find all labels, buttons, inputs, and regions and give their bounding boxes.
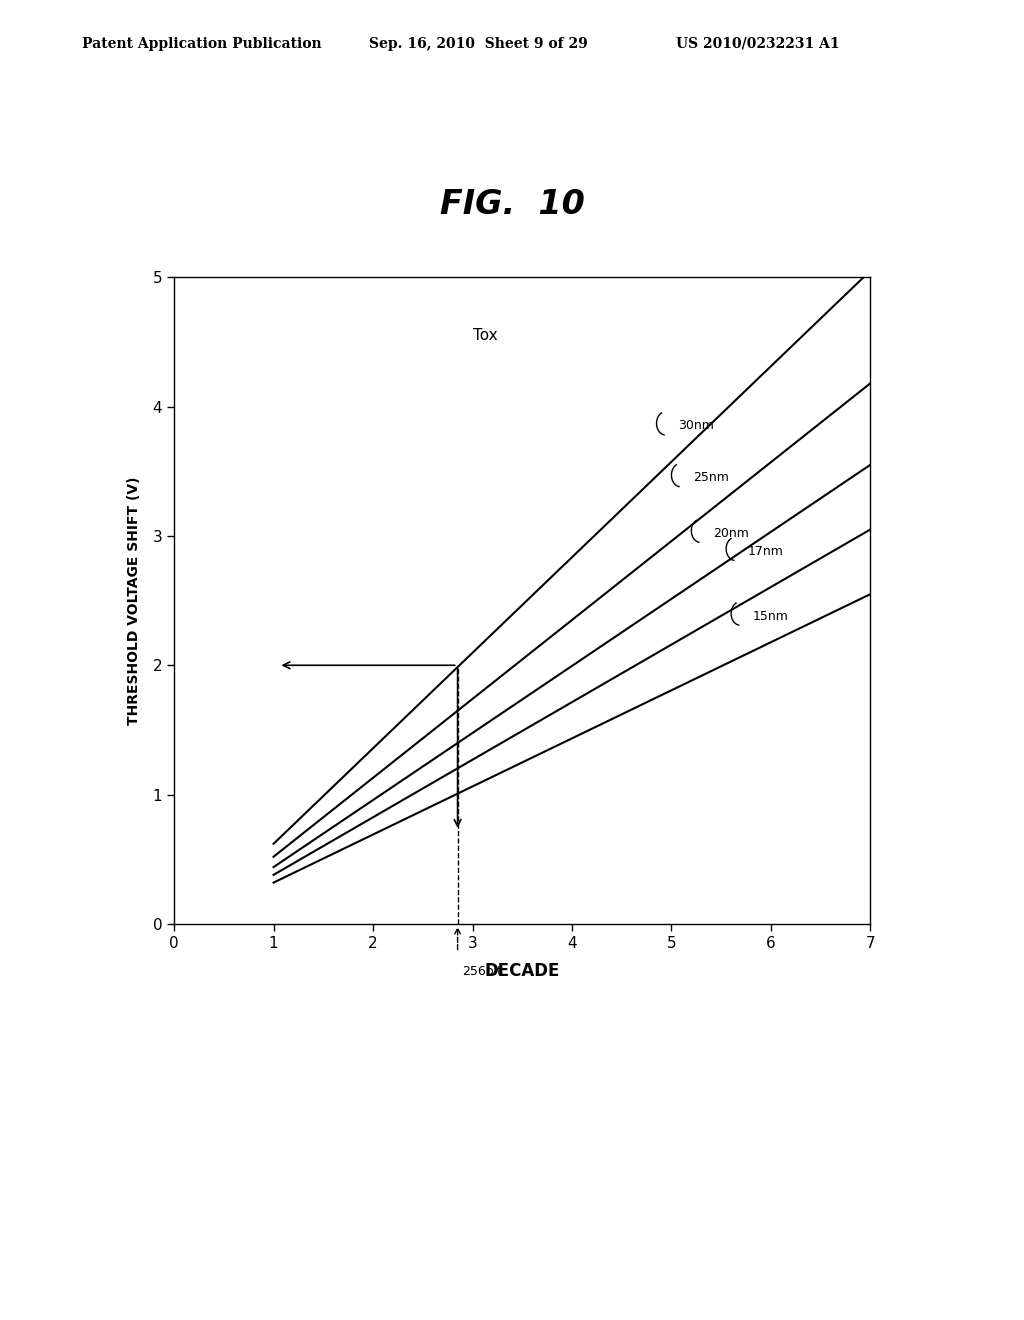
Text: 25nm: 25nm	[693, 471, 729, 484]
Text: US 2010/0232231 A1: US 2010/0232231 A1	[676, 37, 840, 51]
Y-axis label: THRESHOLD VOLTAGE SHIFT (V): THRESHOLD VOLTAGE SHIFT (V)	[127, 477, 141, 725]
Text: Patent Application Publication: Patent Application Publication	[82, 37, 322, 51]
Text: Sep. 16, 2010  Sheet 9 of 29: Sep. 16, 2010 Sheet 9 of 29	[369, 37, 588, 51]
Text: 15nm: 15nm	[753, 610, 788, 623]
Text: 17nm: 17nm	[749, 545, 784, 558]
Text: 30nm: 30nm	[679, 420, 715, 433]
Text: 256bit: 256bit	[463, 965, 503, 978]
Text: Tox: Tox	[472, 327, 497, 343]
X-axis label: DECADE: DECADE	[484, 962, 560, 979]
Text: FIG.  10: FIG. 10	[439, 189, 585, 222]
Text: 20nm: 20nm	[714, 527, 750, 540]
